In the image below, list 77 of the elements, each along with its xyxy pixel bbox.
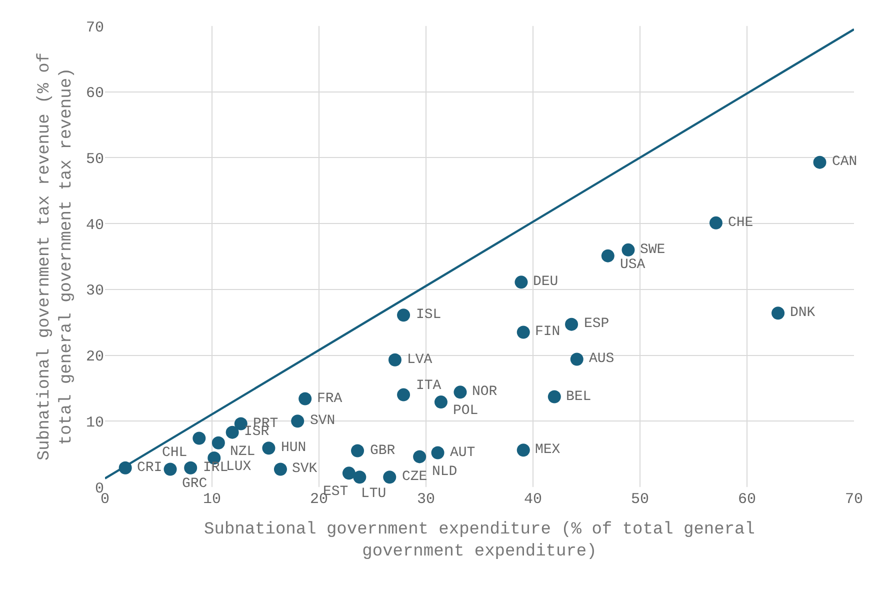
y-tick-label: 10	[86, 414, 104, 432]
annotation: SWE	[640, 242, 666, 258]
annotation: DNK	[790, 305, 816, 321]
point	[351, 444, 364, 458]
point	[291, 414, 304, 428]
point	[709, 216, 722, 230]
point	[397, 308, 410, 322]
annotation: CZE	[402, 469, 428, 485]
x-tick-label: 30	[416, 491, 436, 508]
annotation: DEU	[533, 274, 558, 290]
annotation: ISL	[416, 307, 442, 323]
annotation: NLD	[432, 464, 458, 480]
annotation: NZL	[230, 444, 256, 460]
point	[772, 306, 785, 320]
point	[454, 386, 467, 399]
annotation: SVN	[310, 413, 336, 429]
point	[184, 461, 198, 474]
point	[565, 318, 578, 331]
annotation: CHL	[162, 445, 188, 461]
point	[813, 156, 826, 169]
annotation: MEX	[535, 442, 561, 458]
annotation: GBR	[370, 443, 396, 459]
y-tick-label: 40	[86, 216, 104, 234]
point	[570, 352, 584, 366]
annotation: ITA	[416, 378, 442, 394]
y-tick-label: 20	[86, 348, 104, 366]
point	[516, 326, 530, 339]
y-tick-label: 70	[86, 19, 104, 36]
annotation: LUX	[226, 459, 252, 475]
point	[434, 396, 448, 409]
point	[548, 390, 561, 404]
annotation: SVK	[292, 461, 318, 477]
annotation: FIN	[535, 324, 560, 340]
annotation: AUS	[589, 351, 614, 367]
x-tick-label: 60	[738, 491, 756, 508]
point	[388, 353, 402, 366]
point	[226, 426, 239, 439]
annotation: POL	[453, 403, 478, 419]
annotation: CAN	[832, 154, 858, 170]
annotation: HUN	[281, 440, 306, 456]
point	[397, 388, 410, 402]
x-tick-label: 50	[630, 491, 650, 508]
point	[274, 462, 287, 476]
point	[342, 466, 356, 480]
y-tick-label: 60	[86, 85, 104, 102]
y-tick-label: 30	[86, 282, 104, 300]
point	[431, 446, 444, 460]
point	[516, 444, 530, 457]
point	[192, 432, 206, 445]
annotation: USA	[620, 257, 646, 273]
point	[383, 470, 396, 484]
annotation: FRA	[317, 391, 343, 407]
annotation: GRC	[182, 476, 208, 492]
point	[353, 470, 366, 484]
annotation: LTU	[361, 486, 386, 502]
point	[164, 462, 177, 476]
x-axis-title: Subnational government expenditure (% of total general government expenditure)	[204, 520, 755, 562]
point	[514, 276, 528, 289]
annotation: LVA	[407, 352, 433, 368]
point	[622, 243, 635, 256]
point	[413, 450, 426, 464]
point	[262, 442, 276, 455]
annotation: ESP	[584, 316, 610, 332]
annotation: CHE	[728, 215, 754, 231]
point	[298, 392, 312, 406]
point	[212, 436, 225, 450]
y-axis-title: Subnational government tax revenue (% of total general government tax revenue)	[35, 52, 77, 461]
x-tick-label: 70	[844, 491, 864, 508]
annotation: CRI	[137, 460, 162, 476]
x-tick-label: 40	[524, 491, 542, 508]
x-tick-label: 10	[202, 491, 222, 508]
annotation: BEL	[566, 389, 592, 405]
annotation: IRL	[203, 460, 228, 476]
annotation: AUT	[450, 445, 476, 461]
annotation: NOR	[472, 384, 498, 400]
y-tick-label: 50	[86, 150, 104, 168]
point	[601, 249, 614, 262]
